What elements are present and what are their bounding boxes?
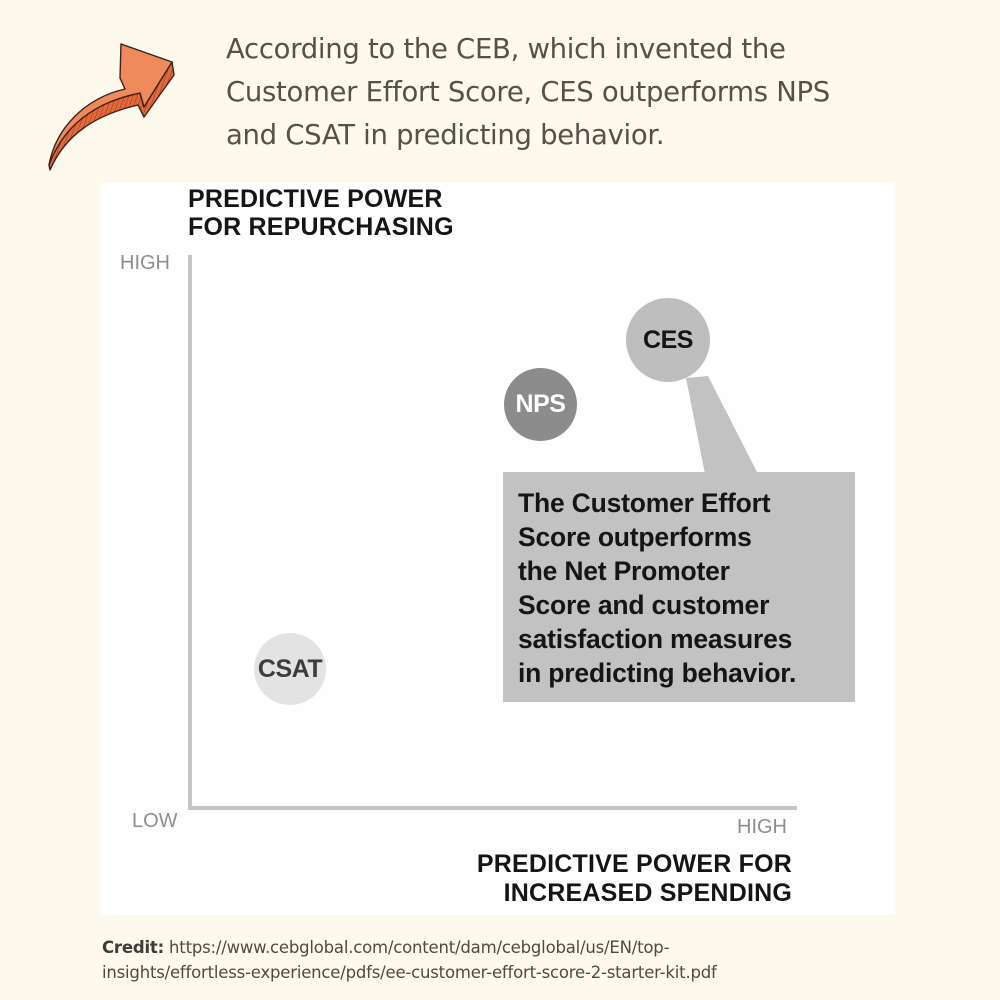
y-axis-title-line: FOR REPURCHASING (188, 213, 454, 241)
x-tick-low: LOW (132, 810, 178, 832)
callout-line: satisfaction measures (518, 624, 793, 654)
callout-box: The Customer Effort Score outperforms th… (503, 472, 855, 702)
intro-line: and CSAT in predicting behavior. (226, 119, 665, 151)
y-axis-title: PREDICTIVE POWER FOR REPURCHASING (188, 185, 454, 241)
x-axis-title-line: PREDICTIVE POWER FOR (476, 850, 792, 878)
x-axis-line (188, 806, 797, 810)
x-tick-high: HIGH (737, 816, 787, 838)
credit-link[interactable]: https://www.cebglobal.com/content/dam/ce… (164, 938, 670, 957)
x-axis-title-line: INCREASED SPENDING (503, 879, 792, 907)
credit-label: Credit: (102, 938, 164, 957)
intro-line: According to the CEB, which invented the (226, 33, 786, 65)
bubble-label: CES (643, 325, 693, 354)
callout-line: in predicting behavior. (518, 658, 797, 688)
y-tick-high: HIGH (120, 252, 170, 274)
bubble-ces: CES (626, 298, 710, 382)
curved-arrow-icon (48, 43, 175, 171)
y-axis-line (188, 255, 192, 810)
y-axis-title-line: PREDICTIVE POWER (188, 185, 443, 213)
callout-line: Score outperforms (518, 522, 752, 552)
intro-text: According to the CEB, which invented the… (226, 28, 946, 157)
callout-line: The Customer Effort (518, 488, 771, 518)
bubble-label: CSAT (257, 654, 323, 683)
intro-line: Customer Effort Score, CES outperforms N… (226, 76, 830, 108)
bubble-label: NPS (515, 390, 566, 418)
credit: Credit: https://www.cebglobal.com/conten… (102, 935, 922, 985)
callout-line: the Net Promoter (518, 556, 730, 586)
credit-link-continued[interactable]: insights/effortless-experience/pdfs/ee-c… (102, 963, 717, 982)
callout-line: Score and customer (518, 590, 770, 620)
bubble-nps: NPS (504, 368, 577, 441)
bubble-csat: CSAT (254, 633, 326, 705)
x-axis-title: PREDICTIVE POWER FOR INCREASED SPENDING (477, 850, 792, 908)
